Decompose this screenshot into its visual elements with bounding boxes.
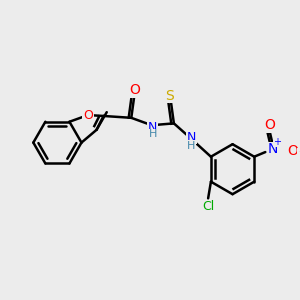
- Text: O: O: [288, 144, 298, 158]
- Text: H: H: [148, 130, 157, 140]
- Text: S: S: [165, 88, 174, 103]
- Text: N: N: [268, 142, 278, 156]
- Text: N: N: [187, 131, 196, 144]
- Text: H: H: [187, 141, 196, 151]
- Text: O: O: [130, 83, 140, 97]
- Text: O: O: [83, 109, 93, 122]
- Text: +: +: [273, 137, 281, 147]
- Text: Cl: Cl: [202, 200, 214, 213]
- Text: ⁻: ⁻: [298, 148, 300, 161]
- Text: O: O: [265, 118, 275, 132]
- Text: N: N: [148, 121, 157, 134]
